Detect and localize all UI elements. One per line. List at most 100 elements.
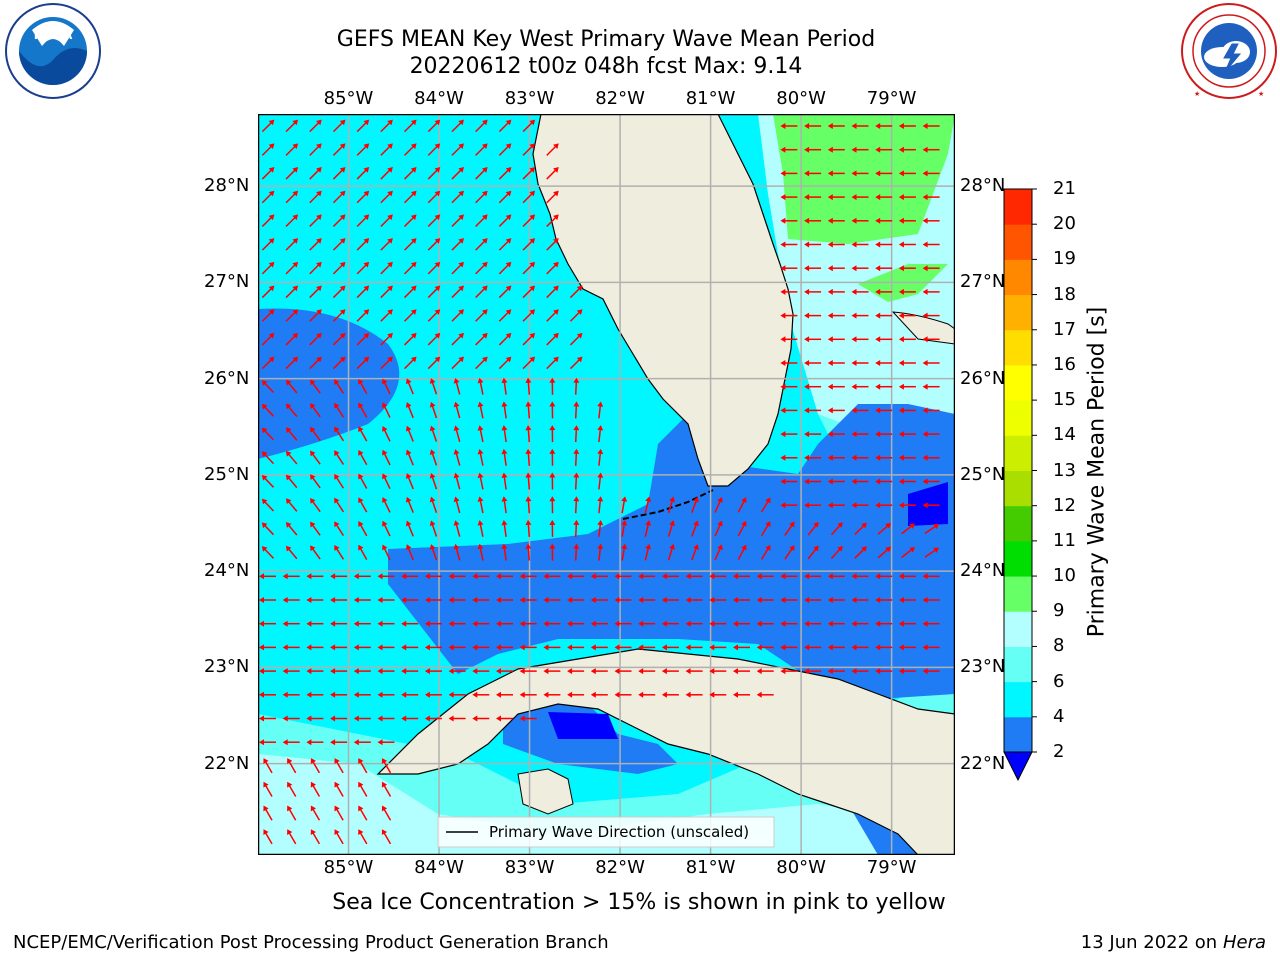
wave-direction-arrow	[569, 356, 583, 370]
wave-direction-arrow	[356, 309, 370, 322]
wave-direction-arrow	[709, 597, 727, 603]
wave-direction-arrow	[285, 522, 298, 536]
wave-direction-arrow	[382, 544, 391, 561]
wave-direction-arrow	[827, 265, 845, 272]
colorbar-segment	[1004, 400, 1032, 436]
wave-direction-arrow	[448, 644, 466, 651]
wave-direction-arrow	[332, 214, 346, 227]
colorbar-segment	[1004, 364, 1032, 401]
wave-direction-arrow	[756, 620, 774, 627]
wave-direction-arrow	[714, 496, 723, 513]
wave-direction-arrow	[356, 356, 370, 370]
wave-direction-arrow	[661, 644, 679, 651]
wave-direction-arrow	[282, 597, 300, 603]
wave-direction-arrow	[261, 214, 275, 227]
wave-direction-arrow	[451, 356, 464, 370]
wave-direction-arrow	[827, 502, 845, 509]
wave-direction-arrow	[546, 238, 559, 251]
wave-direction-arrow	[332, 285, 346, 299]
wave-direction-arrow	[306, 668, 324, 675]
wave-direction-arrow	[898, 170, 916, 177]
wave-direction-arrow	[282, 573, 300, 580]
wave-direction-arrow	[519, 597, 537, 603]
wave-direction-arrow	[306, 691, 324, 698]
wave-direction-arrow	[261, 261, 275, 275]
wave-direction-arrow	[614, 620, 632, 627]
wave-direction-arrow	[424, 668, 442, 675]
footer-date-text: 13 Jun 2022 on	[1080, 932, 1218, 953]
wave-direction-arrow	[377, 691, 395, 698]
wave-direction-arrow	[827, 620, 845, 627]
colorbar-tick-label: 8	[1053, 635, 1065, 657]
wave-direction-arrow	[472, 573, 490, 580]
wave-direction-arrow	[382, 402, 391, 418]
wave-direction-arrow	[451, 143, 464, 156]
lat-label: 23°N	[960, 656, 1006, 678]
lon-label: 82°W	[595, 857, 645, 878]
wave-direction-arrow	[306, 597, 324, 603]
wave-direction-arrow	[614, 573, 632, 580]
wave-direction-arrow	[401, 620, 419, 627]
wave-direction-arrow	[261, 285, 275, 299]
wave-direction-arrow	[448, 573, 466, 580]
wave-direction-arrow	[306, 715, 324, 722]
wave-direction-arrow	[261, 546, 275, 559]
wave-direction-arrow	[259, 739, 276, 746]
wave-direction-arrow	[827, 217, 845, 224]
colorbar-segment	[1004, 540, 1032, 577]
wave-direction-arrow	[356, 190, 370, 204]
wave-direction-arrow	[756, 691, 774, 698]
wave-direction-arrow	[685, 668, 703, 675]
wave-direction-arrow	[922, 407, 940, 414]
wave-direction-arrow	[898, 478, 916, 485]
wave-direction-arrow	[756, 597, 774, 603]
wave-direction-arrow	[358, 758, 368, 774]
wave-direction-arrow	[285, 214, 299, 227]
wave-direction-arrow	[472, 597, 490, 603]
colorbar-tick-label: 21	[1053, 178, 1076, 199]
wave-direction-arrow	[498, 285, 512, 299]
wave-direction-arrow	[356, 119, 370, 133]
colorbar-segment	[1004, 259, 1032, 296]
lat-label: 22°N	[960, 752, 1006, 774]
wave-direction-arrow	[259, 644, 276, 651]
wave-direction-arrow	[287, 805, 297, 821]
wave-direction-arrow	[851, 360, 869, 366]
wave-direction-arrow	[543, 668, 561, 675]
noaa-logo: NOAA	[5, 3, 101, 99]
svg-text:★: ★	[1258, 90, 1264, 98]
wave-direction-arrow	[780, 597, 798, 603]
wave-direction-arrow	[309, 119, 322, 133]
period-fill-under-2	[908, 482, 948, 526]
wave-direction-arrow	[780, 312, 798, 319]
wave-direction-arrow	[380, 190, 393, 204]
wave-direction-arrow	[310, 805, 321, 821]
wave-direction-arrow	[667, 496, 675, 514]
lon-label: 83°W	[504, 88, 555, 109]
wave-direction-arrow	[259, 597, 276, 603]
wave-direction-arrow	[475, 190, 488, 204]
wave-direction-arrow	[922, 336, 940, 343]
wave-direction-arrow	[691, 544, 699, 561]
wave-direction-arrow	[496, 691, 513, 698]
wave-direction-arrow	[496, 620, 513, 627]
wave-direction-arrow	[310, 497, 321, 513]
wave-direction-arrow	[875, 644, 893, 651]
wave-direction-arrow	[573, 543, 580, 561]
wave-direction-arrow	[614, 644, 632, 651]
wave-direction-arrow	[261, 522, 275, 536]
wave-direction-arrow	[685, 644, 703, 651]
wave-direction-arrow	[259, 668, 276, 675]
wave-direction-arrow	[401, 691, 419, 698]
wave-direction-arrow	[332, 309, 346, 322]
colorbar-segment	[1004, 470, 1032, 507]
wave-direction-arrow	[522, 143, 536, 156]
wave-direction-arrow	[427, 167, 441, 180]
wave-direction-arrow	[780, 360, 798, 366]
wave-direction-arrow	[259, 573, 276, 580]
wave-direction-arrow	[358, 544, 368, 560]
wave-direction-arrow	[380, 261, 393, 275]
wave-direction-arrow	[573, 401, 580, 419]
wave-direction-arrow	[898, 123, 916, 129]
wave-direction-arrow	[334, 521, 345, 537]
